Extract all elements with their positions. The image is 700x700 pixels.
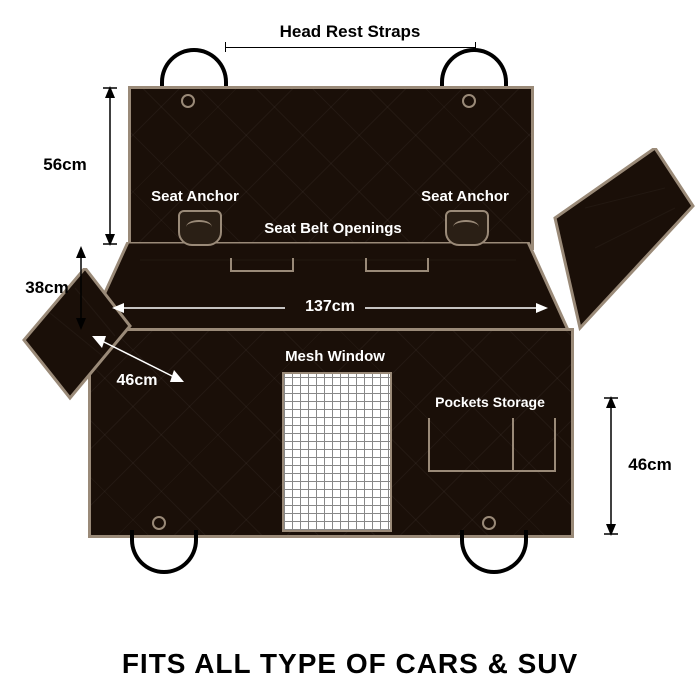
strap-bottom-left: [130, 530, 198, 574]
seat-belt-openings-label: Seat Belt Openings: [248, 220, 418, 237]
seat-anchor-right-icon: [445, 210, 489, 246]
footer-text: FITS ALL TYPE OF CARS & SUV: [0, 648, 700, 680]
seatbelt-slot-left: [230, 258, 294, 272]
dim-56: 56cm: [40, 155, 90, 175]
seatbelt-slot-right: [365, 258, 429, 272]
head-strap-tick-l: [225, 42, 226, 52]
head-strap-line: [225, 47, 475, 48]
dim-46-right-line: [598, 396, 624, 536]
pockets-storage-label: Pockets Storage: [420, 394, 560, 410]
seat-anchor-right-label: Seat Anchor: [410, 188, 520, 205]
width-dim-line: [110, 293, 550, 323]
eyelet-tl: [181, 94, 195, 108]
head-rest-straps-label: Head Rest Straps: [225, 22, 475, 42]
strap-bottom-right: [460, 530, 528, 574]
mesh-window: [282, 372, 392, 532]
seat-anchor-left-label: Seat Anchor: [140, 188, 250, 205]
pocket-divider: [512, 418, 514, 470]
eyelet-br: [482, 516, 496, 530]
mesh-window-label: Mesh Window: [275, 348, 395, 365]
eyelet-bl: [152, 516, 166, 530]
eyelet-tr: [462, 94, 476, 108]
dim-46-left: 46cm: [112, 372, 162, 390]
seat-anchor-left-icon: [178, 210, 222, 246]
right-flap: [545, 148, 695, 368]
head-strap-tick-r: [475, 42, 476, 52]
pockets-storage: [428, 418, 556, 472]
dim-38: 38cm: [22, 278, 72, 298]
dim-46-right: 46cm: [625, 455, 675, 475]
dim-56-line: [95, 86, 125, 246]
